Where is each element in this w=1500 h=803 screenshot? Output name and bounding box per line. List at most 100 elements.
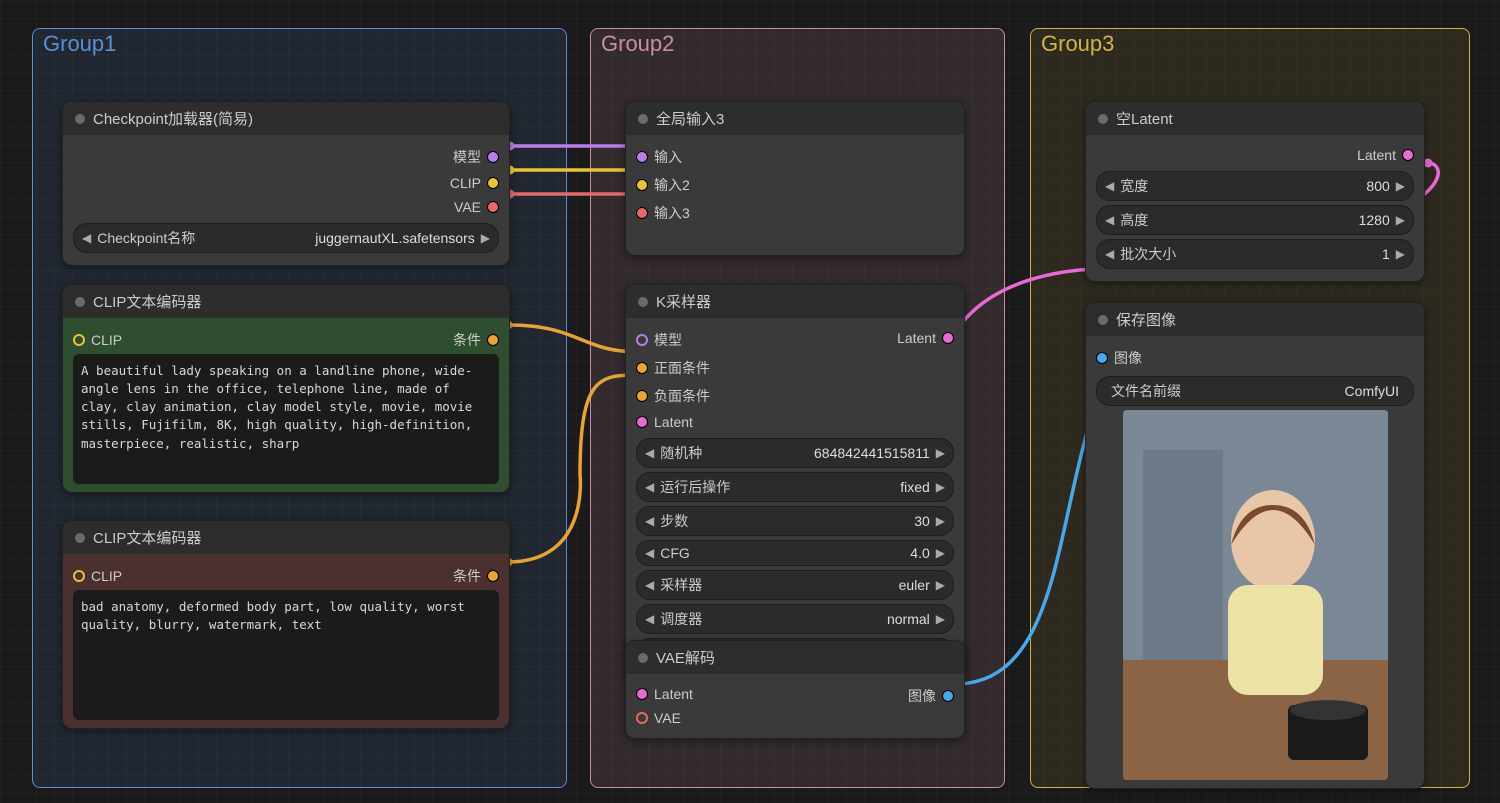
port-in1[interactable] <box>636 151 648 163</box>
chevron-right-icon[interactable]: ▶ <box>1396 213 1405 227</box>
port-latent-out[interactable] <box>1402 149 1414 161</box>
port-image-in[interactable] <box>1096 352 1108 364</box>
port-model-in[interactable] <box>636 334 648 346</box>
param-value: normal <box>881 611 936 627</box>
port-in2[interactable] <box>636 179 648 191</box>
param-高度[interactable]: ◀高度1280▶ <box>1096 205 1414 235</box>
chevron-left-icon[interactable]: ◀ <box>82 231 91 245</box>
node-header[interactable]: Checkpoint加载器(简易) <box>63 102 509 135</box>
param-CFG[interactable]: ◀CFG4.0▶ <box>636 540 954 566</box>
node-header[interactable]: 空Latent <box>1086 102 1424 135</box>
node-header[interactable]: K采样器 <box>626 285 964 318</box>
node-title: 空Latent <box>1116 108 1173 129</box>
param-value: 684842441515811 <box>808 445 936 461</box>
prompt-textarea[interactable]: bad anatomy, deformed body part, low qua… <box>73 590 499 720</box>
node-clip-encoder-negative[interactable]: CLIP文本编码器 CLIP 条件 bad anatomy, deformed … <box>62 520 510 729</box>
output-latent-label: Latent <box>897 330 936 346</box>
chevron-right-icon[interactable]: ▶ <box>936 514 945 528</box>
param-label: 随机种 <box>654 443 808 463</box>
input-model-label: 模型 <box>654 330 682 350</box>
input-vae-label: VAE <box>654 710 681 726</box>
chevron-right-icon[interactable]: ▶ <box>481 231 490 245</box>
chevron-left-icon[interactable]: ◀ <box>1105 247 1114 261</box>
node-clip-encoder-positive[interactable]: CLIP文本编码器 CLIP 条件 A beautiful lady speak… <box>62 284 510 493</box>
port-image-out[interactable] <box>942 690 954 702</box>
input-image-label: 图像 <box>1114 348 1142 368</box>
param-采样器[interactable]: ◀采样器euler▶ <box>636 570 954 600</box>
chevron-right-icon[interactable]: ▶ <box>936 446 945 460</box>
chevron-left-icon[interactable]: ◀ <box>645 578 654 592</box>
param-checkpoint-name[interactable]: ◀ Checkpoint名称 juggernautXL.safetensors … <box>73 223 499 253</box>
port-clip[interactable] <box>487 177 499 189</box>
param-批次大小[interactable]: ◀批次大小1▶ <box>1096 239 1414 269</box>
param-filename-prefix[interactable]: 文件名前缀 ComfyUI <box>1096 376 1414 406</box>
port-clip-in[interactable] <box>73 334 85 346</box>
collapse-icon[interactable] <box>638 114 648 124</box>
port-latent-in[interactable] <box>636 688 648 700</box>
param-宽度[interactable]: ◀宽度800▶ <box>1096 171 1414 201</box>
chevron-right-icon[interactable]: ▶ <box>1396 179 1405 193</box>
port-latent-out[interactable] <box>942 332 954 344</box>
port-neg-in[interactable] <box>636 390 648 402</box>
output-image-label: 图像 <box>908 686 936 706</box>
node-empty-latent[interactable]: 空Latent Latent ◀宽度800▶◀高度1280▶◀批次大小1▶ <box>1085 101 1425 282</box>
chevron-right-icon[interactable]: ▶ <box>936 480 945 494</box>
input-pos-label: 正面条件 <box>654 358 710 378</box>
node-ksampler[interactable]: K采样器 模型 正面条件 负面条件 Latent Latent ◀随机种6848… <box>625 284 965 681</box>
param-label: 步数 <box>654 511 908 531</box>
node-global-input[interactable]: 全局输入3 输入 输入2 输入3 <box>625 101 965 256</box>
param-随机种[interactable]: ◀随机种684842441515811▶ <box>636 438 954 468</box>
param-value: 30 <box>908 513 936 529</box>
param-步数[interactable]: ◀步数30▶ <box>636 506 954 536</box>
port-pos-in[interactable] <box>636 362 648 374</box>
chevron-left-icon[interactable]: ◀ <box>645 546 654 560</box>
param-label: Checkpoint名称 <box>91 228 309 248</box>
port-vae[interactable] <box>487 201 499 213</box>
port-latent-in[interactable] <box>636 416 648 428</box>
input-neg-label: 负面条件 <box>654 386 710 406</box>
node-save-image[interactable]: 保存图像 图像 文件名前缀 ComfyUI <box>1085 302 1425 789</box>
input-2-label: 输入2 <box>654 175 690 195</box>
node-header[interactable]: VAE解码 <box>626 641 964 674</box>
chevron-right-icon[interactable]: ▶ <box>936 578 945 592</box>
prompt-textarea[interactable]: A beautiful lady speaking on a landline … <box>73 354 499 484</box>
param-运行后操作[interactable]: ◀运行后操作fixed▶ <box>636 472 954 502</box>
node-checkpoint-loader[interactable]: Checkpoint加载器(简易) 模型 CLIP VAE ◀ Checkpoi… <box>62 101 510 266</box>
input-latent-label: Latent <box>654 686 693 702</box>
port-vae-in[interactable] <box>636 712 648 724</box>
port-clip-in[interactable] <box>73 570 85 582</box>
node-title: CLIP文本编码器 <box>93 527 201 548</box>
port-model[interactable] <box>487 151 499 163</box>
node-header[interactable]: 保存图像 <box>1086 303 1424 336</box>
collapse-icon[interactable] <box>638 653 648 663</box>
chevron-left-icon[interactable]: ◀ <box>645 446 654 460</box>
chevron-left-icon[interactable]: ◀ <box>1105 213 1114 227</box>
collapse-icon[interactable] <box>75 533 85 543</box>
port-cond-out[interactable] <box>487 334 499 346</box>
chevron-left-icon[interactable]: ◀ <box>1105 179 1114 193</box>
collapse-icon[interactable] <box>638 297 648 307</box>
param-value: juggernautXL.safetensors <box>309 230 481 246</box>
group-1-title: Group1 <box>43 31 116 57</box>
chevron-right-icon[interactable]: ▶ <box>1396 247 1405 261</box>
collapse-icon[interactable] <box>1098 114 1108 124</box>
collapse-icon[interactable] <box>1098 315 1108 325</box>
output-image-preview[interactable] <box>1123 410 1388 780</box>
port-in3[interactable] <box>636 207 648 219</box>
node-header[interactable]: 全局输入3 <box>626 102 964 135</box>
chevron-left-icon[interactable]: ◀ <box>645 480 654 494</box>
node-title: VAE解码 <box>656 647 715 668</box>
chevron-right-icon[interactable]: ▶ <box>936 612 945 626</box>
param-label: 宽度 <box>1114 176 1360 196</box>
chevron-left-icon[interactable]: ◀ <box>645 612 654 626</box>
param-label: 文件名前缀 <box>1105 381 1339 401</box>
port-cond-out[interactable] <box>487 570 499 582</box>
collapse-icon[interactable] <box>75 114 85 124</box>
collapse-icon[interactable] <box>75 297 85 307</box>
node-vae-decode[interactable]: VAE解码 Latent VAE 图像 <box>625 640 965 739</box>
chevron-left-icon[interactable]: ◀ <box>645 514 654 528</box>
node-header[interactable]: CLIP文本编码器 <box>63 285 509 318</box>
node-header[interactable]: CLIP文本编码器 <box>63 521 509 554</box>
param-调度器[interactable]: ◀调度器normal▶ <box>636 604 954 634</box>
chevron-right-icon[interactable]: ▶ <box>936 546 945 560</box>
